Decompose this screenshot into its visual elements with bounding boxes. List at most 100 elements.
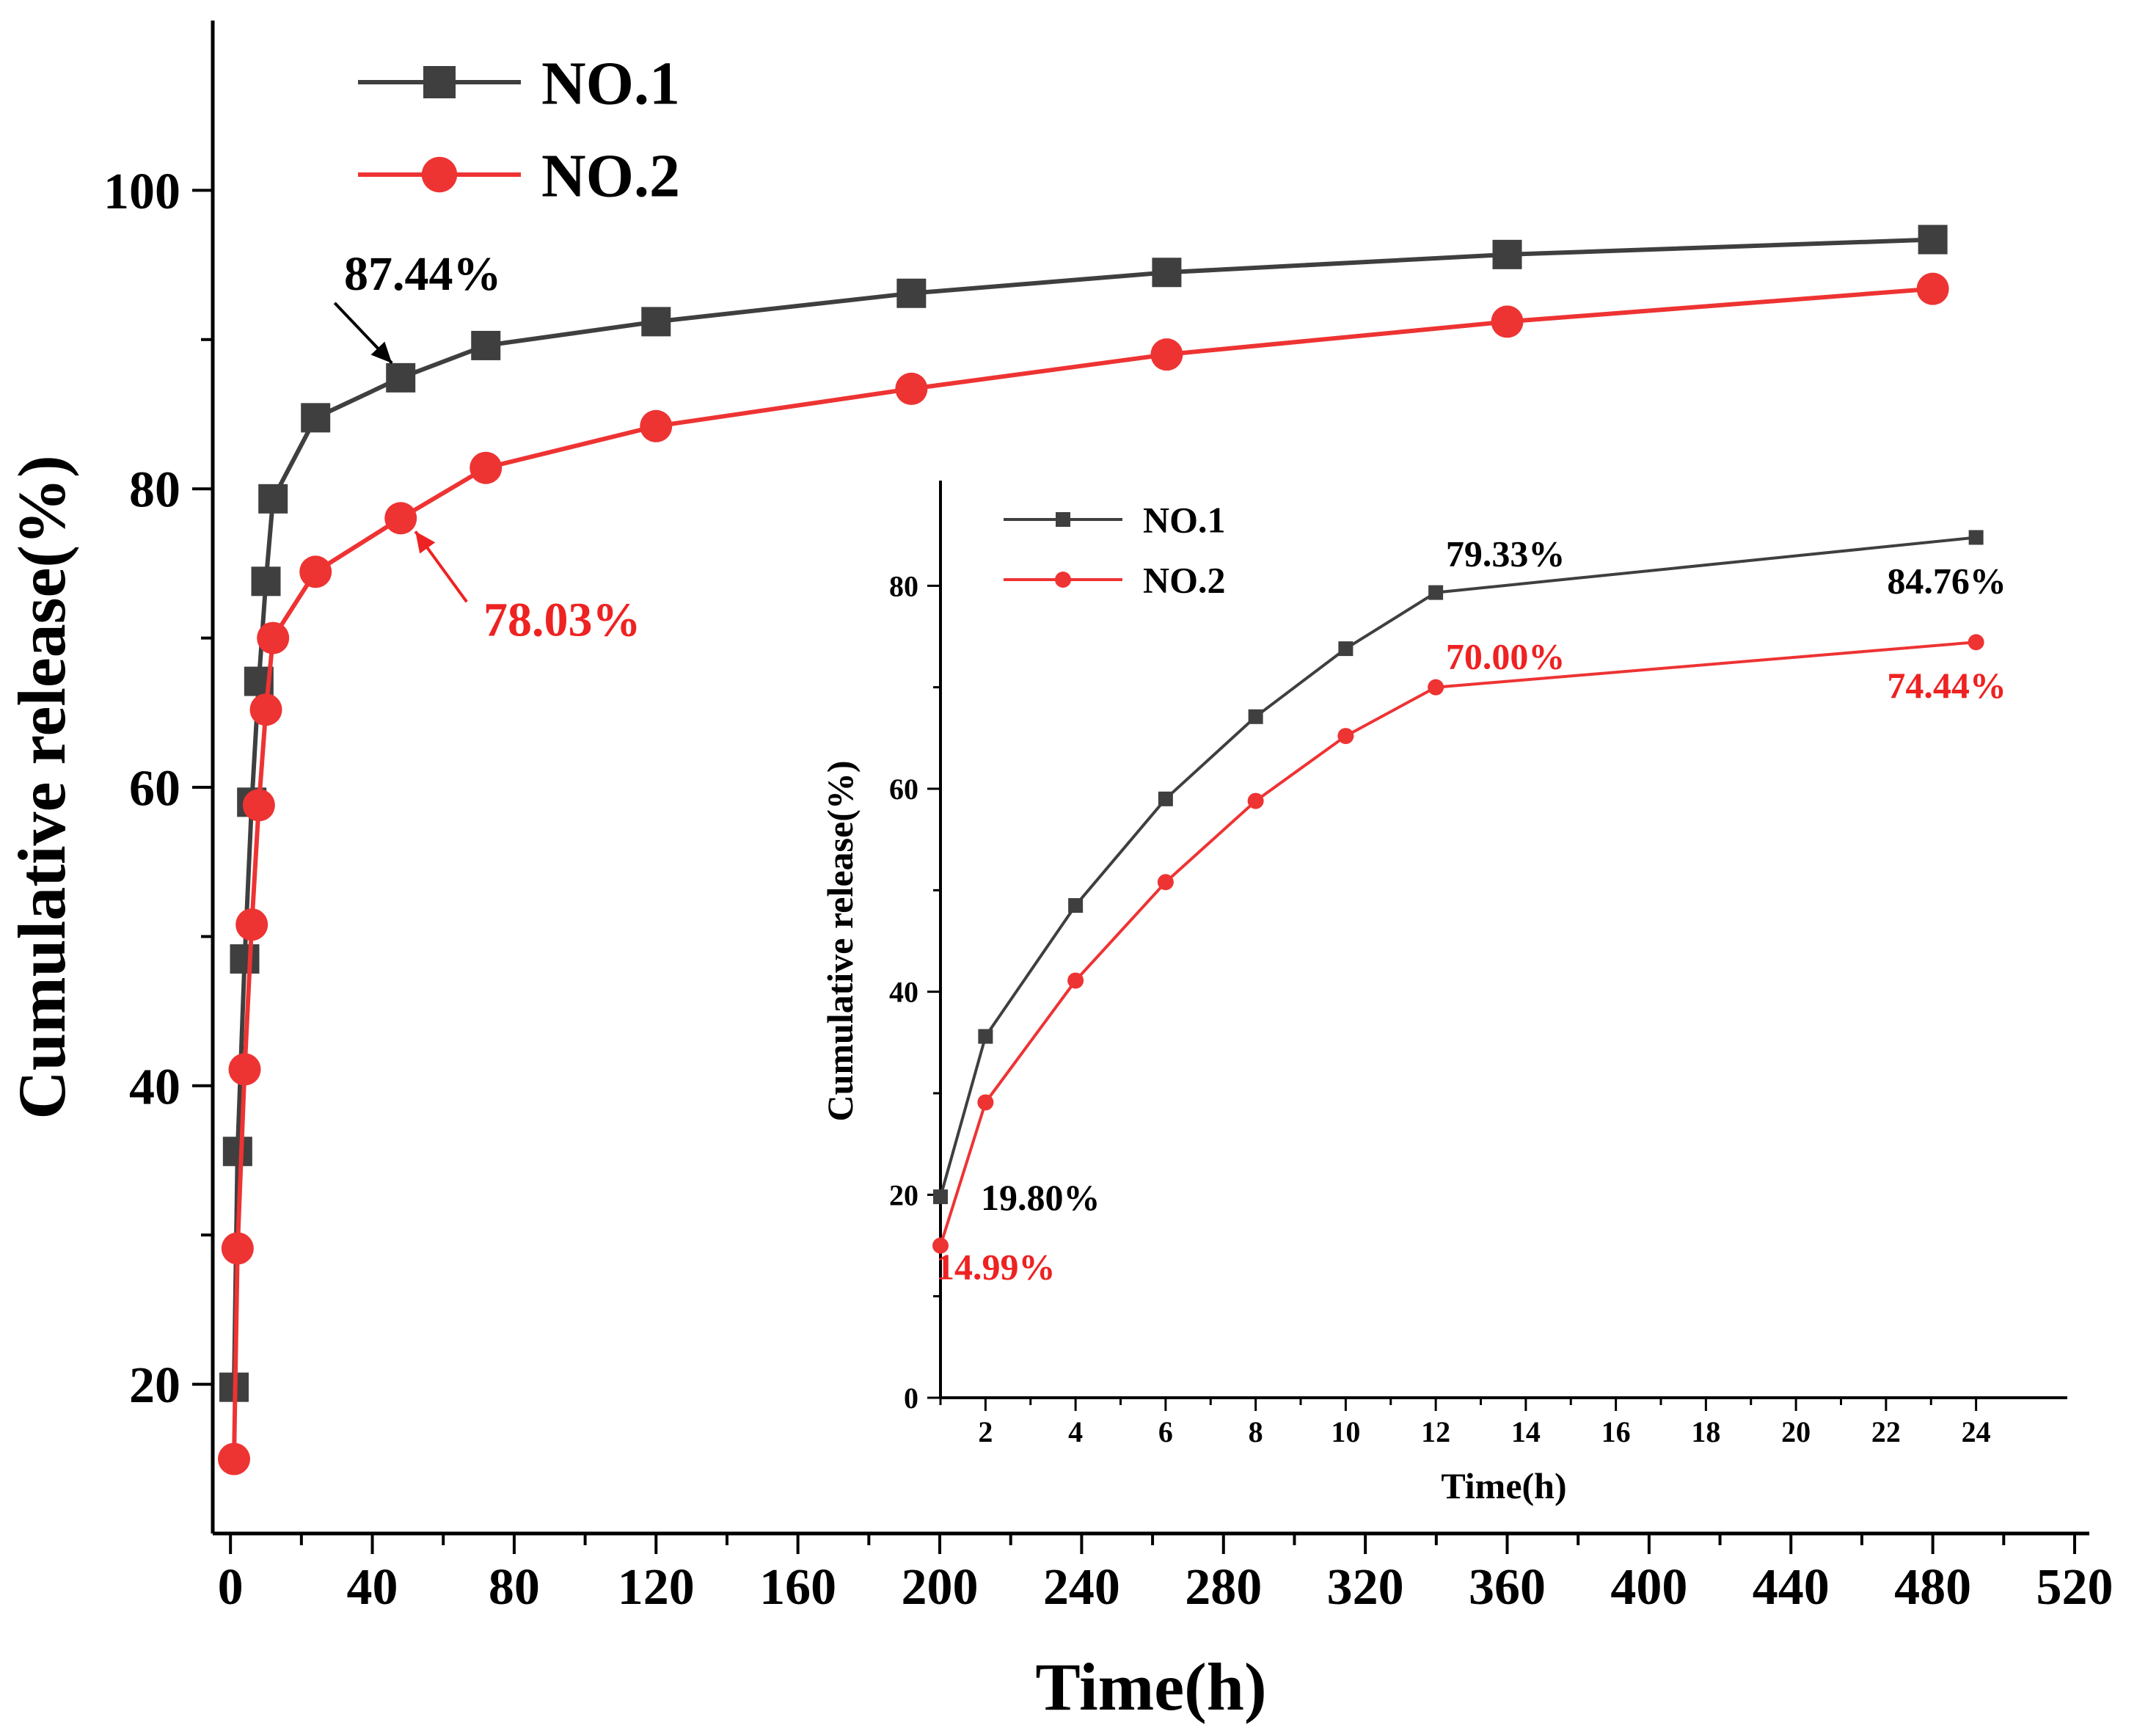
data-point-circle	[640, 409, 673, 442]
annotation-label: 84.76%	[1887, 560, 2006, 601]
x-tick-label: 22	[1871, 1415, 1901, 1448]
x-tick-label: 20	[1781, 1415, 1811, 1448]
y-axis-label: Cumulative release(%)	[4, 455, 79, 1119]
y-tick-label: 0	[904, 1382, 918, 1415]
data-point-circle	[1150, 338, 1183, 371]
x-tick-label: 400	[1610, 1559, 1687, 1616]
data-point-square	[1428, 585, 1444, 600]
y-tick-label: 60	[889, 773, 918, 806]
x-tick-label: 8	[1249, 1415, 1263, 1448]
data-point-square	[978, 1029, 993, 1044]
legend-marker-square	[1056, 512, 1070, 527]
x-tick-label: 4	[1068, 1415, 1083, 1448]
legend-marker-circle	[421, 156, 458, 193]
x-tick-label: 320	[1327, 1559, 1404, 1616]
x-tick-label: 480	[1894, 1559, 1971, 1616]
data-point-circle	[242, 789, 275, 822]
y-tick-label: 80	[889, 569, 918, 602]
x-tick-label: 240	[1043, 1559, 1120, 1616]
legend-label: NO.2	[1143, 560, 1226, 601]
legend-label: NO.2	[541, 142, 680, 210]
data-point-circle	[1916, 272, 1949, 305]
annotation-label: 79.33%	[1446, 533, 1566, 575]
data-point-circle	[221, 1232, 254, 1265]
annotation-label: 70.00%	[1446, 636, 1566, 677]
annotation-label: 87.44%	[344, 247, 502, 301]
main-plot: 0 40 80 120 160 200 240 280 320 360 400 440 480 52020…	[4, 21, 2114, 1724]
y-tick-label: 40	[889, 976, 918, 1009]
legend-marker-circle	[1055, 572, 1071, 588]
data-point-square	[1968, 530, 1984, 545]
x-tick-label: 120	[618, 1559, 695, 1616]
inset-plot: 2 4 6 8 10 12 14 16 18 20 22 24020406080Time(h)Cumu…	[819, 481, 2067, 1506]
data-point-square	[222, 1137, 252, 1167]
data-point-square	[251, 566, 281, 597]
x-tick-label: 14	[1511, 1415, 1541, 1448]
data-point-circle	[1428, 679, 1444, 696]
data-point-circle	[384, 502, 417, 535]
y-tick-label: 40	[129, 1059, 180, 1115]
x-tick-label: 10	[1331, 1415, 1360, 1448]
legend-marker-square	[423, 66, 456, 98]
annotation-label: 19.80%	[981, 1177, 1100, 1218]
x-tick-label: 520	[2036, 1559, 2114, 1616]
x-tick-label: 200	[902, 1559, 979, 1616]
data-point-square	[896, 278, 927, 308]
data-point-circle	[228, 1053, 261, 1086]
data-point-square	[230, 944, 260, 974]
series-line-no1	[939, 536, 1976, 1197]
annotation-arrowhead	[370, 341, 392, 363]
data-point-circle	[932, 1237, 949, 1254]
annotation-arrowhead	[415, 531, 436, 554]
y-tick-label: 80	[129, 462, 180, 519]
x-tick-label: 360	[1469, 1559, 1546, 1616]
data-point-circle	[1067, 972, 1084, 989]
data-point-square	[471, 330, 501, 360]
data-point-square	[1918, 225, 1948, 255]
data-point-square	[386, 362, 416, 393]
data-point-square	[641, 307, 671, 337]
data-point-circle	[470, 451, 503, 484]
y-axis-label: Cumulative release(%)	[819, 760, 861, 1121]
data-point-square	[1338, 641, 1354, 657]
data-point-circle	[1337, 728, 1354, 745]
x-tick-label: 160	[759, 1559, 836, 1616]
x-tick-label: 12	[1421, 1415, 1450, 1448]
data-point-square	[258, 484, 288, 514]
data-point-square	[1158, 791, 1173, 806]
y-tick-label: 60	[129, 761, 180, 817]
x-tick-label: 18	[1691, 1415, 1720, 1448]
x-tick-label: 40	[347, 1559, 398, 1616]
data-point-square	[933, 1189, 948, 1205]
annotation-label: 14.99%	[936, 1247, 1056, 1288]
x-tick-label: 16	[1601, 1415, 1631, 1448]
data-point-square	[1248, 709, 1263, 724]
data-point-circle	[1157, 874, 1174, 891]
data-point-circle	[257, 621, 290, 654]
data-point-circle	[977, 1094, 994, 1111]
x-axis-label: Time(h)	[1441, 1465, 1566, 1506]
x-tick-label: 6	[1158, 1415, 1173, 1448]
x-tick-label: 280	[1185, 1559, 1262, 1616]
data-point-circle	[1247, 792, 1264, 809]
x-tick-label: 80	[489, 1559, 540, 1616]
data-point-circle	[895, 372, 928, 405]
data-point-square	[301, 403, 331, 433]
data-point-square	[1068, 898, 1084, 913]
x-tick-label: 440	[1753, 1559, 1830, 1616]
data-point-square	[1152, 258, 1182, 288]
data-point-circle	[218, 1443, 251, 1476]
x-tick-label: 2	[978, 1415, 993, 1448]
data-point-circle	[1968, 634, 1984, 651]
x-tick-label: 0	[218, 1559, 244, 1616]
y-tick-label: 20	[129, 1357, 180, 1414]
legend-label: NO.1	[1143, 500, 1226, 541]
y-tick-label: 100	[103, 164, 180, 220]
annotation-label: 78.03%	[483, 593, 641, 646]
y-tick-label: 20	[889, 1178, 918, 1211]
legend-label: NO.1	[541, 49, 680, 117]
x-tick-label: 24	[1962, 1415, 1991, 1448]
data-point-circle	[249, 693, 282, 726]
